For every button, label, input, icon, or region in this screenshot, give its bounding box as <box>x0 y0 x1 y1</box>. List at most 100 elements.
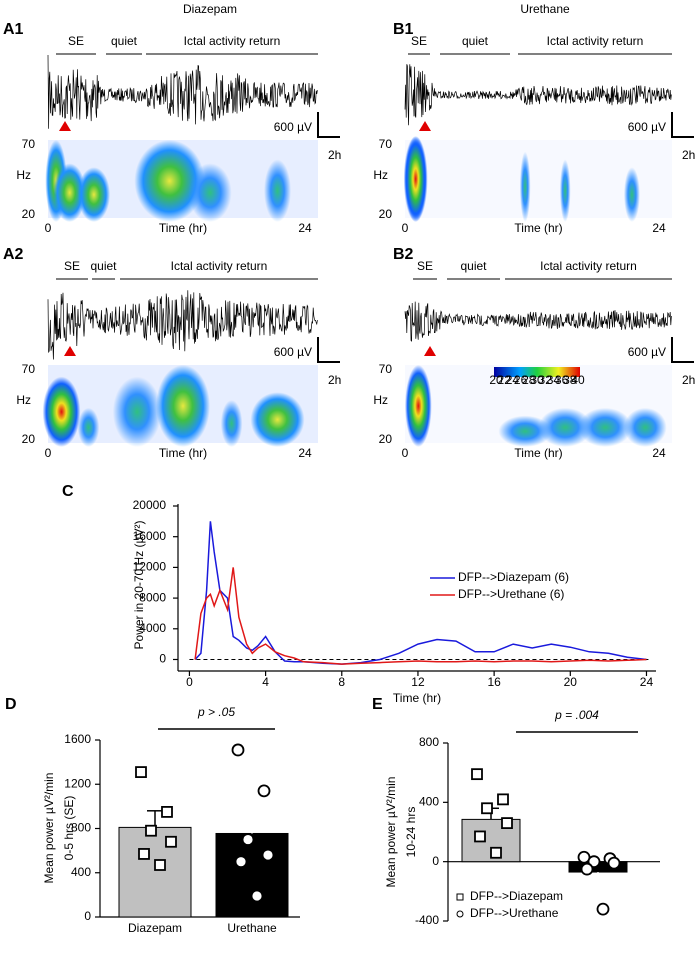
phase-label: SE <box>64 259 80 273</box>
spectrogram-blob <box>112 376 162 447</box>
legend-label: DFP-->Diazepam (6) <box>458 570 569 584</box>
panel-label: B2 <box>393 246 414 263</box>
eeg-trace <box>404 301 672 342</box>
panel-label: C <box>62 483 74 500</box>
spectrogram-blob <box>220 400 243 447</box>
y-tick-label: 16000 <box>133 529 167 543</box>
colorbar-tick-label: 30 <box>530 373 544 387</box>
axis-label: Hz <box>373 168 388 182</box>
seizure-marker <box>59 121 71 131</box>
spectrogram-blob <box>498 415 552 447</box>
eeg-trace <box>404 64 672 126</box>
scale-label: 600 µV <box>628 345 666 359</box>
y-tick-label: -400 <box>415 913 439 927</box>
data-point <box>161 806 173 818</box>
y-tick-label: 0 <box>84 909 91 923</box>
colorbar-tick-label: 24 <box>506 373 520 387</box>
data-point <box>471 768 483 781</box>
phase-label: SE <box>417 259 433 273</box>
panel-label: A1 <box>3 21 24 38</box>
data-point <box>474 830 486 843</box>
phase-label: quiet <box>111 34 138 48</box>
axis-label: 24 <box>652 446 666 460</box>
data-point <box>241 833 255 846</box>
data-point <box>165 835 177 848</box>
x-axis-label: Time (hr) <box>393 691 441 705</box>
phase-label: Ictal activity return <box>184 34 281 48</box>
spectrogram <box>42 364 318 448</box>
bar <box>215 832 289 918</box>
axis-label: Time (hr) <box>514 446 562 460</box>
legend-marker <box>456 910 464 918</box>
axis-label: 0 <box>45 446 52 460</box>
significance-label: p > .05 <box>197 705 235 719</box>
colorbar <box>494 367 580 377</box>
scale-label: 2h <box>682 148 695 162</box>
colorbar-tick-label: 36 <box>555 373 569 387</box>
axis-label: 70 <box>379 137 393 151</box>
data-point <box>497 793 509 806</box>
y-axis-label: 0-5 hrs (SE) <box>62 796 76 861</box>
y-tick-label: 400 <box>419 795 439 809</box>
axis-label: 0 <box>402 221 409 235</box>
column-title: Urethane <box>520 2 570 16</box>
x-tick-label: 20 <box>564 675 578 689</box>
spectrogram-blob <box>53 163 86 222</box>
significance-label: p = .004 <box>554 708 599 722</box>
eeg-trace <box>47 290 318 360</box>
spectrogram <box>405 364 672 448</box>
axis-label: 20 <box>22 432 36 446</box>
data-line <box>194 521 647 665</box>
data-point <box>138 848 150 860</box>
scale-bar <box>671 337 694 363</box>
legend-label: DFP-->Diazepam <box>470 889 563 903</box>
axis-label: Hz <box>16 168 31 182</box>
data-point <box>580 862 594 876</box>
x-tick-label: Diazepam <box>128 921 182 935</box>
axis-label: 20 <box>379 432 393 446</box>
colorbar-tick-label: 28 <box>522 373 536 387</box>
axis-label: Time (hr) <box>159 221 207 235</box>
axis-label: 0 <box>402 446 409 460</box>
colorbar-tick-label: 20 <box>489 373 503 387</box>
data-point <box>234 855 248 869</box>
panel-label: B1 <box>393 21 414 38</box>
x-tick-label: 12 <box>411 675 425 689</box>
phase-label: Ictal activity return <box>547 34 644 48</box>
panel-label: A2 <box>3 246 24 263</box>
spectrogram-blob <box>77 407 100 447</box>
phase-label: Ictal activity return <box>171 259 268 273</box>
spectrogram-blob <box>42 376 81 447</box>
data-point <box>490 846 502 859</box>
legend-marker <box>456 893 464 901</box>
colorbar-tick-label: 40 <box>571 373 585 387</box>
legend-label: DFP-->Urethane (6) <box>458 587 564 601</box>
phase-label: quiet <box>90 259 117 273</box>
y-axis-label: Mean power µV²/min <box>42 773 56 884</box>
axis-label: Time (hr) <box>514 221 562 235</box>
y-axis-label: Mean power µV²/min <box>384 777 398 888</box>
axis-label: 20 <box>379 207 393 221</box>
y-tick-label: 400 <box>71 865 91 879</box>
y-tick-label: 1200 <box>64 776 91 790</box>
data-point <box>261 848 275 862</box>
colorbar-tick-label: 34 <box>547 373 561 387</box>
colorbar-tick-label: 26 <box>514 373 528 387</box>
spectrogram-blob <box>264 159 291 222</box>
y-tick-label: 12000 <box>133 560 167 574</box>
y-tick-label: 800 <box>71 821 91 835</box>
phase-label: quiet <box>460 259 487 273</box>
data-point <box>135 766 147 778</box>
x-tick-label: 0 <box>186 675 193 689</box>
seizure-marker <box>419 121 431 131</box>
spectrogram-blob <box>156 364 210 448</box>
seizure-marker <box>64 346 76 356</box>
y-tick-label: 800 <box>419 735 439 749</box>
spectrogram <box>403 136 672 223</box>
y-axis-label: Power in 20-70 Hz (µV²) <box>132 521 146 650</box>
scale-bar <box>317 112 340 138</box>
axis-label: Hz <box>373 393 388 407</box>
data-point <box>481 802 493 815</box>
y-tick-label: 0 <box>159 652 166 666</box>
